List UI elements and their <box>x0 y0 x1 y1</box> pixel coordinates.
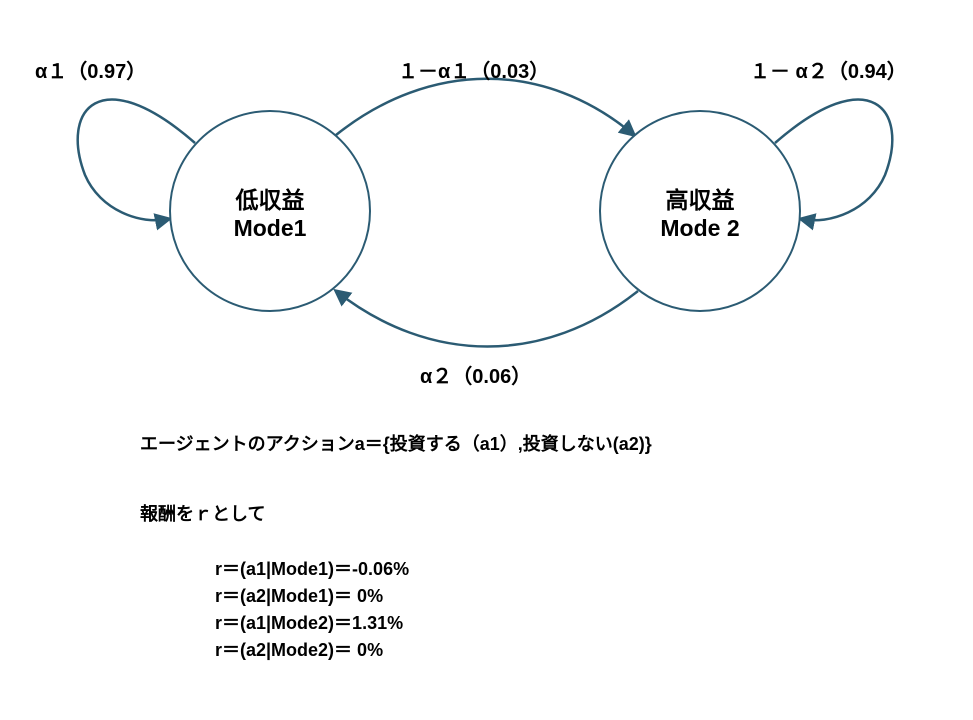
label-self2: １－ α２（0.94） <box>750 55 907 84</box>
node-mode2: 高収益 Mode 2 <box>599 110 801 312</box>
reward-line-2: r＝(a1|Mode2)＝1.31% <box>215 609 403 635</box>
label-self1: α１（0.97） <box>35 55 146 84</box>
label-forward: １－α１（0.03） <box>398 55 549 84</box>
node-mode2-line2: Mode 2 <box>660 215 739 242</box>
node-mode1-line2: Mode1 <box>234 215 307 242</box>
reward-line-3: r＝(a2|Mode2)＝ 0% <box>215 636 383 662</box>
node-mode1-line1: 低収益 <box>236 181 305 215</box>
node-mode2-line1: 高収益 <box>666 181 735 215</box>
actions-line: エージェントのアクションa＝{投資する（a1）,投資しない(a2)} <box>140 430 652 456</box>
reward-line-1: r＝(a2|Mode1)＝ 0% <box>215 582 383 608</box>
label-back: α２（0.06） <box>420 360 531 389</box>
diagram-canvas: 低収益 Mode1 高収益 Mode 2 α１（0.97） １－α１（0.03）… <box>0 0 973 720</box>
reward-line-0: r＝(a1|Mode1)＝-0.06% <box>215 555 409 581</box>
edge-mode2-to-mode1 <box>336 291 638 347</box>
node-mode1: 低収益 Mode1 <box>169 110 371 312</box>
reward-intro: 報酬をｒとして <box>140 500 265 526</box>
edge-mode1-to-mode2 <box>336 79 634 135</box>
